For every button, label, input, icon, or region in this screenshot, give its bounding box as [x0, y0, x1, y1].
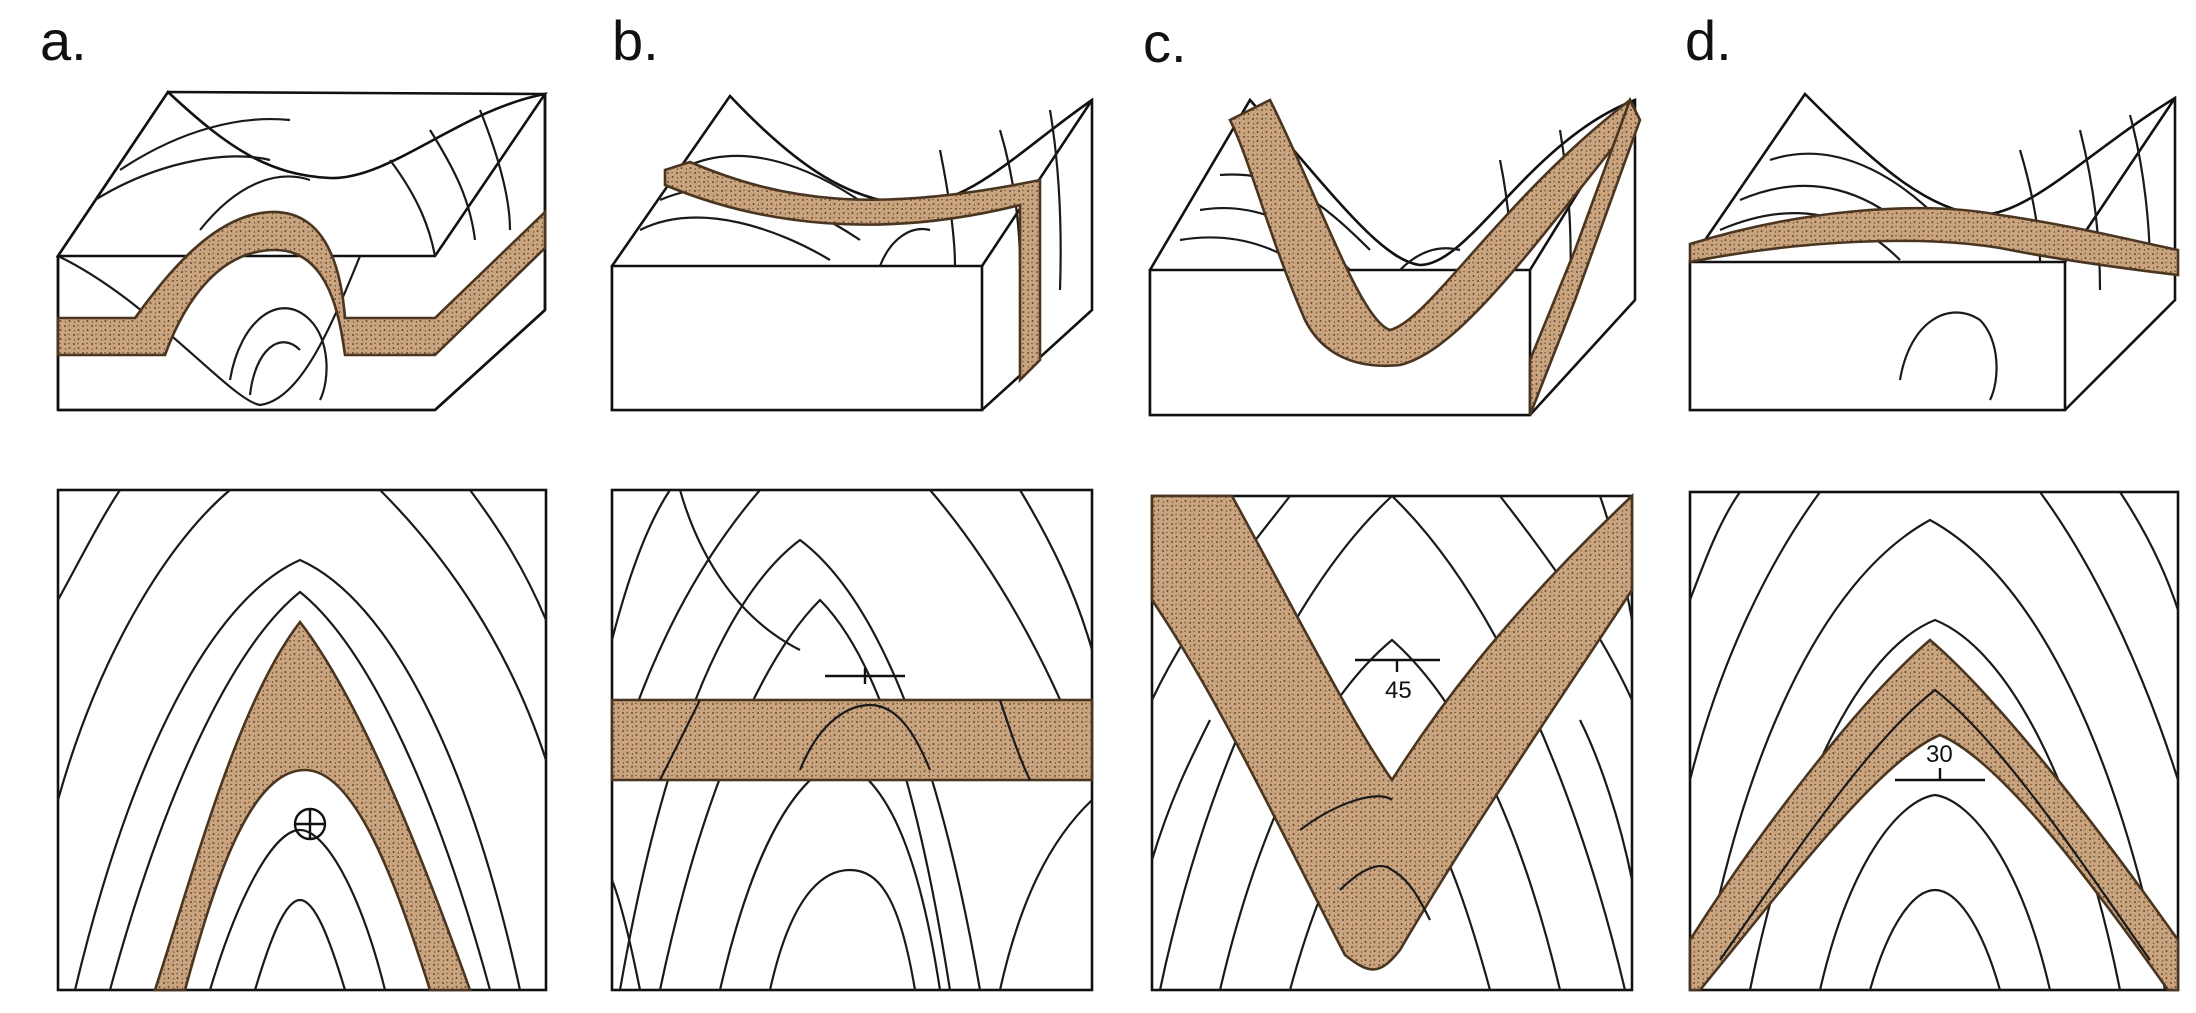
map-d: 30 [1688, 490, 2180, 992]
block-diagram-a [55, 90, 548, 412]
panel-c-label: c. [1143, 11, 1187, 74]
map-c: 45 [1150, 492, 1634, 992]
block-diagram-c [1148, 96, 1642, 417]
horizontal-bedding-symbol [293, 807, 327, 841]
panel-b-label: b. [612, 9, 659, 72]
dip-value-c: 45 [1385, 677, 1412, 704]
panel-a-label: a. [40, 9, 87, 72]
map-a [56, 488, 548, 992]
block-diagram-b [610, 93, 1094, 412]
panel-d-label: d. [1685, 9, 1732, 72]
block-diagram-d [1688, 91, 2180, 412]
map-b [610, 488, 1094, 992]
strike-dip-symbol-b [825, 668, 905, 684]
dip-value-d: 30 [1926, 741, 1953, 768]
strike-dip-symbol-d [1895, 768, 1985, 782]
strike-dip-symbol-c [1355, 658, 1440, 672]
